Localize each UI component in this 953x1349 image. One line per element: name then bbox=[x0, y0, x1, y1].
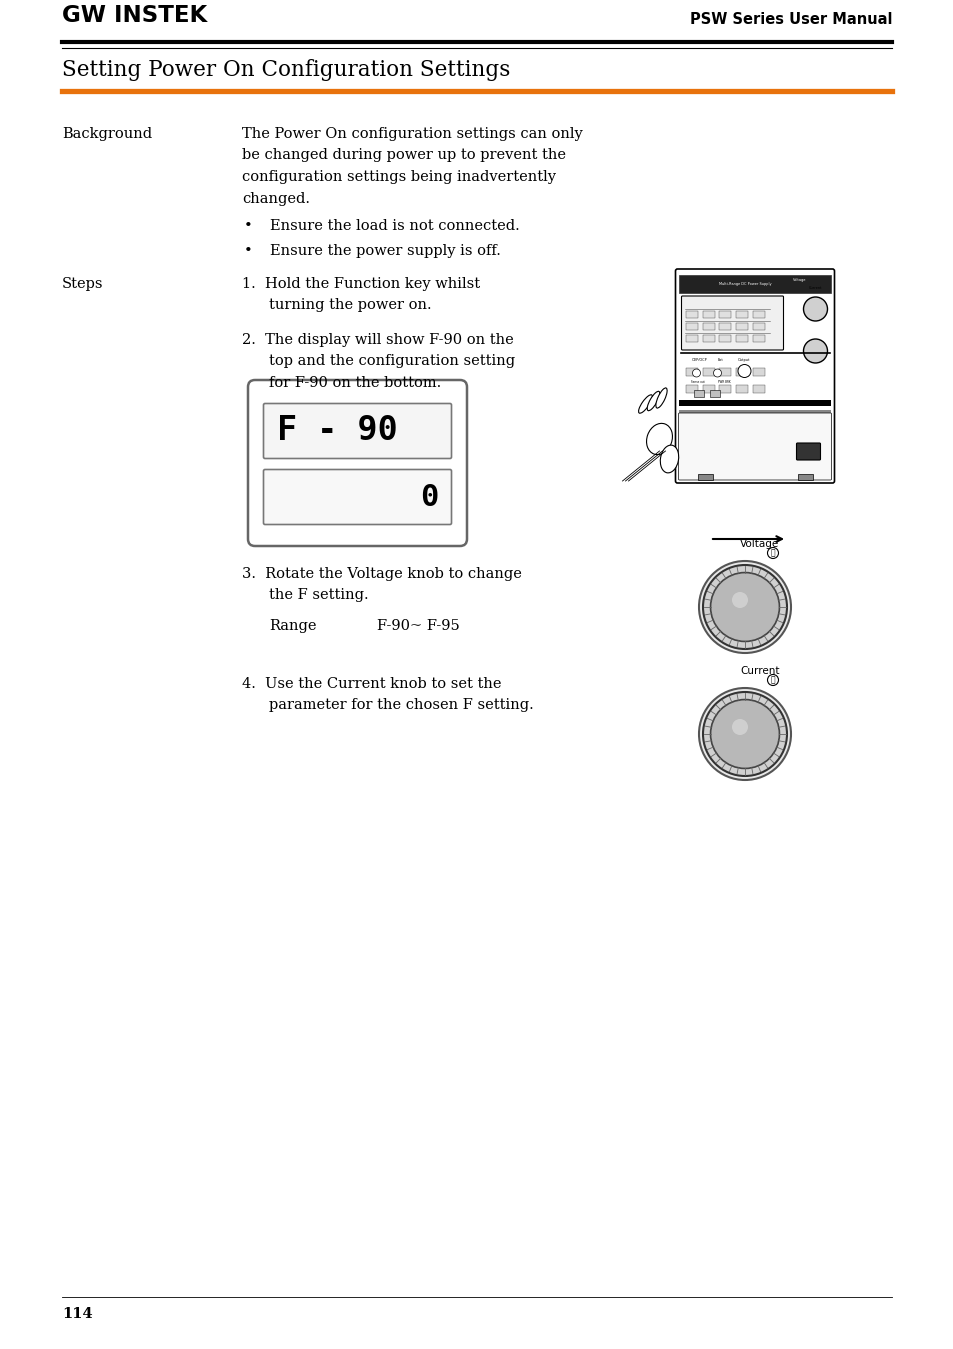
Text: Background: Background bbox=[62, 127, 152, 142]
Circle shape bbox=[731, 592, 747, 608]
Bar bbox=[686, 384, 698, 393]
Bar bbox=[693, 390, 702, 397]
Ellipse shape bbox=[638, 395, 652, 413]
Circle shape bbox=[702, 692, 786, 776]
Text: Voltage: Voltage bbox=[793, 278, 806, 282]
Text: OVP/OCP: OVP/OCP bbox=[691, 357, 706, 362]
FancyBboxPatch shape bbox=[680, 295, 782, 349]
Bar bbox=[686, 368, 698, 376]
Text: Ext: Ext bbox=[717, 357, 722, 362]
Text: changed.: changed. bbox=[242, 192, 310, 205]
Bar bbox=[702, 384, 714, 393]
Bar bbox=[679, 275, 830, 293]
Text: Output: Output bbox=[737, 357, 749, 362]
Bar bbox=[752, 384, 763, 393]
Text: 3.  Rotate the Voltage knob to change: 3. Rotate the Voltage knob to change bbox=[242, 567, 521, 581]
Text: Ensure the power supply is off.: Ensure the power supply is off. bbox=[270, 244, 500, 258]
Circle shape bbox=[802, 297, 826, 321]
Circle shape bbox=[802, 339, 826, 363]
Text: Multi-Range DC Power Supply: Multi-Range DC Power Supply bbox=[718, 282, 771, 286]
Bar bbox=[719, 384, 731, 393]
Circle shape bbox=[767, 674, 778, 685]
Bar bbox=[702, 312, 714, 318]
Bar bbox=[719, 335, 731, 343]
Ellipse shape bbox=[655, 389, 666, 409]
Text: •: • bbox=[244, 244, 253, 258]
Circle shape bbox=[713, 370, 720, 376]
Bar bbox=[719, 322, 731, 331]
Bar bbox=[679, 401, 830, 406]
Bar bbox=[752, 368, 763, 376]
Circle shape bbox=[710, 572, 779, 641]
Bar bbox=[686, 312, 698, 318]
Text: PWR BRK: PWR BRK bbox=[717, 380, 729, 384]
Circle shape bbox=[710, 700, 779, 769]
Bar bbox=[752, 312, 763, 318]
Text: Sense out: Sense out bbox=[691, 380, 704, 384]
Bar bbox=[797, 473, 812, 480]
Circle shape bbox=[738, 364, 750, 378]
Bar bbox=[702, 368, 714, 376]
Text: Ensure the load is not connected.: Ensure the load is not connected. bbox=[270, 220, 519, 233]
Circle shape bbox=[699, 561, 790, 653]
Text: The Power On configuration settings can only: The Power On configuration settings can … bbox=[242, 127, 582, 142]
Bar bbox=[735, 384, 747, 393]
Text: configuration settings being inadvertently: configuration settings being inadvertent… bbox=[242, 170, 556, 183]
Text: turning the power on.: turning the power on. bbox=[269, 298, 431, 313]
Bar bbox=[686, 335, 698, 343]
Bar bbox=[702, 322, 714, 331]
Circle shape bbox=[699, 688, 790, 780]
Text: GW INSTEK: GW INSTEK bbox=[62, 4, 207, 27]
Bar bbox=[709, 390, 719, 397]
Text: •: • bbox=[244, 220, 253, 233]
Bar bbox=[735, 335, 747, 343]
Text: for F-90 on the bottom.: for F-90 on the bottom. bbox=[269, 376, 441, 390]
Ellipse shape bbox=[659, 445, 678, 473]
Text: PSW Series User Manual: PSW Series User Manual bbox=[689, 12, 891, 27]
Bar bbox=[679, 410, 830, 414]
Text: Voltage: Voltage bbox=[740, 540, 779, 549]
Text: the F setting.: the F setting. bbox=[269, 588, 368, 603]
Text: ⓘ: ⓘ bbox=[770, 676, 775, 684]
Bar bbox=[752, 335, 763, 343]
Text: Range: Range bbox=[269, 619, 316, 633]
Bar bbox=[735, 368, 747, 376]
FancyBboxPatch shape bbox=[675, 268, 834, 483]
Bar bbox=[735, 322, 747, 331]
Bar bbox=[697, 473, 712, 480]
Bar bbox=[719, 312, 731, 318]
FancyBboxPatch shape bbox=[678, 413, 831, 480]
Circle shape bbox=[692, 370, 700, 376]
Bar bbox=[686, 322, 698, 331]
Bar bbox=[679, 417, 830, 420]
Circle shape bbox=[767, 548, 778, 558]
Text: Current: Current bbox=[808, 286, 821, 290]
FancyBboxPatch shape bbox=[248, 380, 467, 546]
Text: F - 90: F - 90 bbox=[276, 414, 397, 448]
Text: 1.  Hold the Function key whilst: 1. Hold the Function key whilst bbox=[242, 277, 479, 291]
FancyBboxPatch shape bbox=[263, 403, 451, 459]
Ellipse shape bbox=[646, 391, 659, 410]
Text: 0: 0 bbox=[419, 483, 437, 511]
Text: ⓘ: ⓘ bbox=[770, 549, 775, 557]
Bar bbox=[735, 312, 747, 318]
Text: F-90~ F-95: F-90~ F-95 bbox=[376, 619, 459, 633]
Text: be changed during power up to prevent the: be changed during power up to prevent th… bbox=[242, 148, 565, 162]
FancyBboxPatch shape bbox=[796, 442, 820, 460]
Bar bbox=[719, 368, 731, 376]
Circle shape bbox=[731, 719, 747, 735]
Ellipse shape bbox=[646, 424, 672, 455]
Text: 4.  Use the Current knob to set the: 4. Use the Current knob to set the bbox=[242, 677, 501, 691]
Text: Steps: Steps bbox=[62, 277, 103, 291]
Text: parameter for the chosen F setting.: parameter for the chosen F setting. bbox=[269, 699, 533, 712]
Circle shape bbox=[702, 565, 786, 649]
Text: 2.  The display will show F-90 on the: 2. The display will show F-90 on the bbox=[242, 333, 514, 347]
Text: top and the configuration setting: top and the configuration setting bbox=[269, 355, 515, 368]
Text: 114: 114 bbox=[62, 1307, 92, 1321]
Text: Current: Current bbox=[740, 666, 779, 676]
Text: Setting Power On Configuration Settings: Setting Power On Configuration Settings bbox=[62, 59, 510, 81]
Bar bbox=[702, 335, 714, 343]
FancyBboxPatch shape bbox=[263, 469, 451, 525]
Bar bbox=[752, 322, 763, 331]
